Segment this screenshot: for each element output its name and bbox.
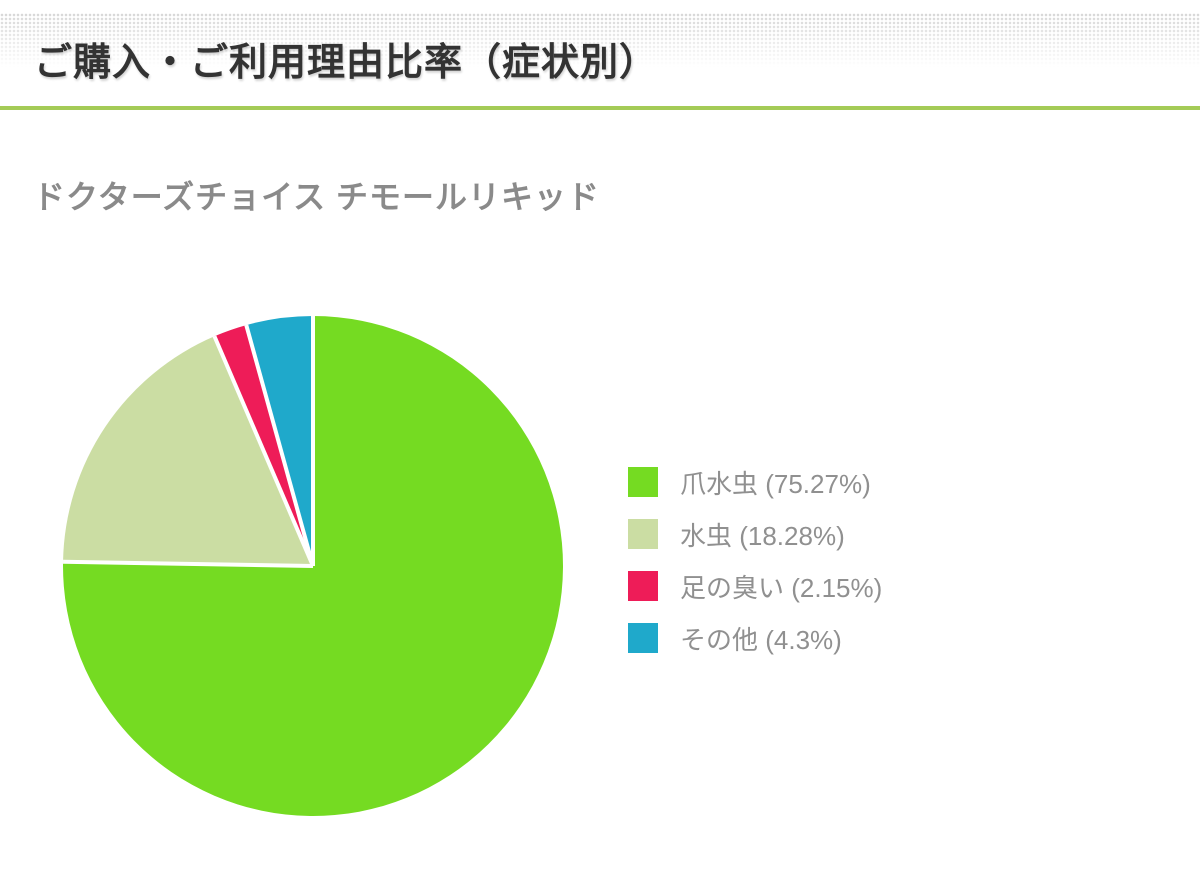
legend-swatch-icon — [628, 519, 658, 549]
pie-svg — [63, 316, 564, 817]
legend-item-3: その他 (4.3%) — [628, 623, 882, 655]
legend-item-0: 爪水虫 (75.27%) — [628, 467, 882, 499]
pie-slice-separator — [244, 324, 315, 567]
pie-slice-1[interactable] — [63, 336, 313, 566]
legend-item-2: 足の臭い (2.15%) — [628, 571, 882, 603]
header-band: ご購入・ご利用理由比率（症状別） — [0, 0, 1200, 110]
header-pattern-texture — [0, 13, 1200, 93]
legend-item-1: 水虫 (18.28%) — [628, 519, 882, 551]
legend-swatch-icon — [628, 467, 658, 497]
legend-swatch-icon — [628, 571, 658, 601]
chart-subtitle: ドクターズチョイス チモールリキッド — [33, 179, 601, 215]
page-title: ご購入・ご利用理由比率（症状別） — [34, 42, 659, 84]
pie-slice-separator — [212, 335, 315, 567]
legend-label: 爪水虫 (75.27%) — [680, 468, 871, 499]
legend-label: 足の臭い (2.15%) — [680, 572, 883, 603]
header-accent-line — [0, 106, 1200, 110]
legend: 爪水虫 (75.27%) 水虫 (18.28%) 足の臭い (2.15%) その… — [628, 467, 882, 675]
pie-slice-0[interactable] — [63, 316, 564, 817]
pie-chart — [61, 314, 565, 818]
legend-label: 水虫 (18.28%) — [680, 520, 845, 551]
legend-label: その他 (4.3%) — [680, 624, 842, 655]
legend-swatch-icon — [628, 623, 658, 653]
pie-slice-separator — [63, 559, 314, 568]
